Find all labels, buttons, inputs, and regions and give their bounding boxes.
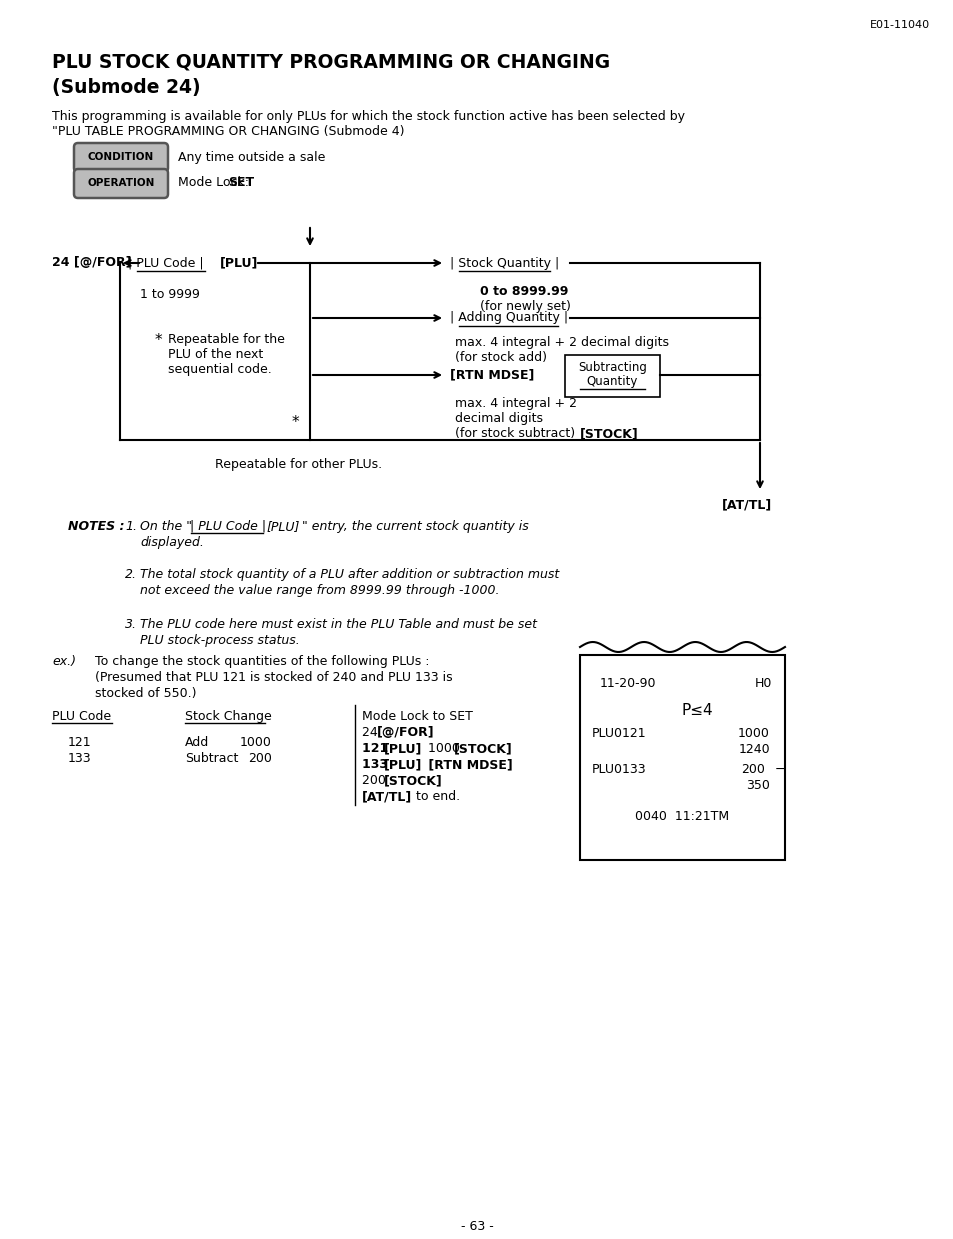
Text: Quantity: Quantity (586, 375, 638, 389)
Text: The total stock quantity of a PLU after addition or subtraction must: The total stock quantity of a PLU after … (140, 567, 558, 581)
Text: max. 4 integral + 2 decimal digits: max. 4 integral + 2 decimal digits (455, 336, 668, 349)
Text: | PLU Code |: | PLU Code | (128, 256, 203, 270)
Text: "PLU TABLE PROGRAMMING OR CHANGING (Submode 4): "PLU TABLE PROGRAMMING OR CHANGING (Subm… (52, 125, 404, 138)
Text: 1000: 1000 (738, 727, 769, 740)
Text: - 63 -: - 63 - (460, 1220, 493, 1233)
Text: 200: 200 (361, 774, 390, 787)
Text: H0: H0 (754, 676, 772, 690)
Text: 133: 133 (68, 752, 91, 764)
Text: 133: 133 (361, 758, 392, 771)
Text: [STOCK]: [STOCK] (384, 774, 442, 787)
Text: 200: 200 (248, 752, 272, 764)
Text: Subtracting: Subtracting (578, 361, 646, 373)
Text: max. 4 integral + 2: max. 4 integral + 2 (455, 396, 577, 410)
Text: 24: 24 (361, 726, 381, 738)
Text: (for stock add): (for stock add) (455, 351, 546, 364)
Text: [PLU]: [PLU] (384, 758, 422, 771)
Text: ex.): ex.) (52, 655, 76, 668)
Text: [PLU]: [PLU] (220, 256, 258, 270)
Text: Mode Lock to SET: Mode Lock to SET (361, 710, 473, 724)
Text: PLU STOCK QUANTITY PROGRAMMING OR CHANGING: PLU STOCK QUANTITY PROGRAMMING OR CHANGI… (52, 52, 610, 71)
Text: Add: Add (185, 736, 209, 750)
Text: 121: 121 (361, 742, 393, 755)
Text: PLU0133: PLU0133 (592, 763, 646, 776)
Text: Stock Change: Stock Change (185, 710, 272, 724)
Text: stocked of 550.): stocked of 550.) (95, 686, 196, 700)
Text: 0040  11:21TM: 0040 11:21TM (635, 810, 729, 823)
Text: SET: SET (228, 176, 253, 190)
Text: decimal digits: decimal digits (455, 413, 542, 425)
Text: PLU Code: PLU Code (52, 710, 111, 724)
Text: Repeatable for other PLUs.: Repeatable for other PLUs. (214, 458, 382, 471)
Text: Repeatable for the: Repeatable for the (168, 333, 285, 346)
Text: 350: 350 (745, 779, 769, 792)
Text: 2.: 2. (125, 567, 137, 581)
Text: On the ": On the " (140, 520, 192, 533)
Text: [AT/TL]: [AT/TL] (721, 498, 771, 510)
Text: PLU0121: PLU0121 (592, 727, 646, 740)
Text: 200: 200 (740, 763, 764, 776)
Text: 1 to 9999: 1 to 9999 (140, 287, 200, 301)
Text: | Stock Quantity |: | Stock Quantity | (450, 256, 558, 270)
Text: *: * (154, 333, 162, 348)
Text: (for newly set): (for newly set) (479, 300, 570, 313)
Text: [STOCK]: [STOCK] (579, 427, 639, 440)
Text: [@/FOR]: [@/FOR] (376, 726, 435, 738)
Text: CONDITION: CONDITION (88, 152, 154, 162)
Text: 1240: 1240 (738, 743, 769, 756)
Text: The PLU code here must exist in the PLU Table and must be set: The PLU code here must exist in the PLU … (140, 618, 537, 631)
Text: Subtract: Subtract (185, 752, 238, 764)
Text: 0 to 8999.99: 0 to 8999.99 (479, 285, 568, 299)
Bar (579, 655, 784, 860)
Text: PLU stock-process status.: PLU stock-process status. (140, 634, 299, 647)
Text: NOTES :: NOTES : (68, 520, 125, 533)
Text: | Adding Quantity |: | Adding Quantity | (450, 311, 568, 325)
Text: OPERATION: OPERATION (88, 178, 154, 188)
Text: *: * (291, 415, 298, 430)
Text: " entry, the current stock quantity is: " entry, the current stock quantity is (302, 520, 528, 533)
Text: (for stock subtract): (for stock subtract) (455, 427, 575, 440)
Text: not exceed the value range from 8999.99 through -1000.: not exceed the value range from 8999.99 … (140, 584, 499, 597)
Text: (Presumed that PLU 121 is stocked of 240 and PLU 133 is: (Presumed that PLU 121 is stocked of 240… (95, 672, 452, 684)
Bar (564, 356, 659, 396)
Text: −: − (774, 763, 784, 776)
Text: [AT/TL]: [AT/TL] (361, 790, 412, 803)
Text: [PLU]: [PLU] (384, 742, 422, 755)
Text: This programming is available for only PLUs for which the stock function active : This programming is available for only P… (52, 110, 684, 123)
Text: 121: 121 (68, 736, 91, 750)
Text: 1.: 1. (125, 520, 137, 533)
Text: E01-11040: E01-11040 (869, 20, 929, 30)
Text: P≤4: P≤4 (681, 703, 713, 717)
Text: To change the stock quantities of the following PLUs :: To change the stock quantities of the fo… (95, 655, 429, 668)
Text: sequential code.: sequential code. (168, 363, 272, 375)
Text: to end.: to end. (412, 790, 459, 803)
Text: 24 [@/FOR]: 24 [@/FOR] (52, 256, 132, 270)
FancyBboxPatch shape (74, 142, 168, 172)
Text: PLU of the next: PLU of the next (168, 348, 263, 361)
Text: | PLU Code |: | PLU Code | (190, 520, 266, 533)
Text: 11-20-90: 11-20-90 (599, 676, 656, 690)
Text: displayed.: displayed. (140, 536, 204, 549)
Text: [RTN MDSE]: [RTN MDSE] (423, 758, 512, 771)
Text: [STOCK]: [STOCK] (454, 742, 512, 755)
Text: Mode Lock:: Mode Lock: (178, 176, 253, 190)
Text: Any time outside a sale: Any time outside a sale (178, 150, 325, 164)
FancyBboxPatch shape (74, 169, 168, 198)
Text: 1000: 1000 (423, 742, 463, 755)
Text: [PLU]: [PLU] (267, 520, 300, 533)
Text: 1000: 1000 (240, 736, 272, 750)
Text: (Submode 24): (Submode 24) (52, 78, 200, 97)
Text: 3.: 3. (125, 618, 137, 631)
Text: [RTN MDSE]: [RTN MDSE] (450, 368, 534, 382)
